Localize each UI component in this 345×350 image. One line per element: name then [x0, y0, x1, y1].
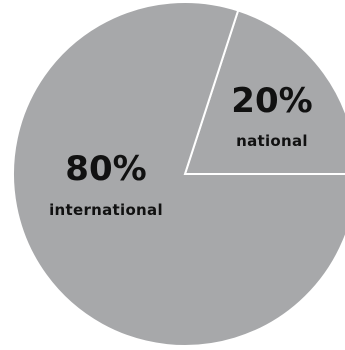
slice-value-label-international: 80% — [65, 149, 146, 189]
slice-value-label-national: 20% — [231, 81, 312, 121]
pie-slice-international — [12, 1, 345, 348]
slice-name-label-international: international — [49, 201, 163, 219]
pie-slices — [12, 1, 345, 348]
slice-name-label-national: national — [236, 132, 308, 150]
pie-labels: 20% national 80% international — [49, 81, 313, 219]
